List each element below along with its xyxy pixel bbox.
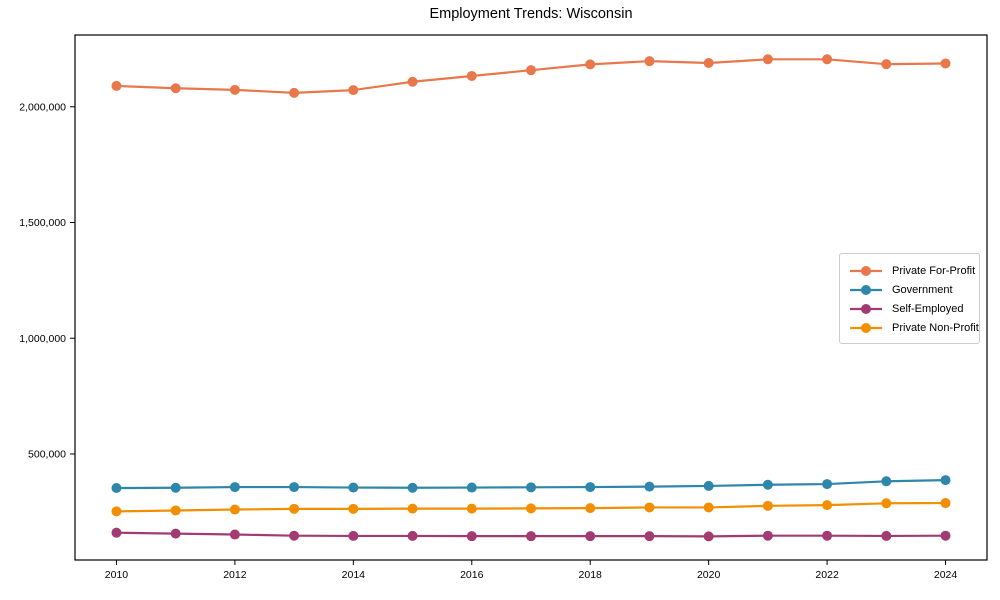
data-point-marker — [762, 479, 773, 490]
data-point-marker — [466, 503, 477, 514]
legend-marker — [861, 284, 871, 295]
data-point-marker — [407, 76, 418, 87]
data-point-marker — [644, 481, 655, 492]
data-point-marker — [289, 503, 300, 514]
legend-line-marker-icon — [850, 265, 882, 276]
axis-ticks: 500,000 1,000,000 1,500,000 2,000,000 2010 20… — [19, 101, 957, 581]
data-point-marker — [644, 531, 655, 542]
y-tick-label: 500,000 — [28, 449, 66, 461]
x-tick-label: 2014 — [342, 569, 366, 581]
data-point-marker — [229, 84, 240, 95]
chart-title: Employment Trends: Wisconsin — [429, 6, 633, 22]
legend-marker — [861, 322, 871, 333]
data-point-marker — [466, 482, 477, 493]
data-point-marker — [526, 65, 536, 76]
series-private-non-profit — [111, 498, 951, 517]
data-point-marker — [822, 500, 833, 511]
data-point-marker — [822, 530, 833, 541]
data-point-marker — [229, 529, 240, 540]
data-point-marker — [348, 530, 359, 541]
data-point-marker — [703, 531, 714, 542]
y-tick-label: 1,000,000 — [19, 333, 66, 345]
data-point-marker — [170, 505, 181, 516]
data-point-marker — [585, 503, 596, 514]
data-point-marker — [466, 70, 477, 81]
data-point-marker — [407, 530, 418, 541]
legend-label: Private For-Profit — [892, 264, 976, 277]
data-point-marker — [348, 503, 359, 514]
data-point-marker — [940, 58, 951, 69]
x-tick-label: 2016 — [460, 569, 484, 581]
x-tick-label: 2018 — [579, 569, 603, 581]
data-point-marker — [703, 480, 714, 491]
data-point-marker — [111, 80, 122, 91]
y-tick-label: 2,000,000 — [19, 101, 66, 113]
data-point-marker — [229, 504, 240, 515]
data-point-marker — [170, 482, 181, 493]
data-point-marker — [585, 531, 596, 542]
data-point-marker — [703, 58, 714, 69]
data-point-marker — [111, 527, 122, 538]
legend-line-marker-icon — [850, 322, 882, 333]
data-point-marker — [289, 530, 300, 541]
data-point-marker — [940, 475, 951, 486]
legend-label: Private Non-Profit — [892, 321, 979, 334]
series-government — [111, 475, 951, 494]
data-point-marker — [585, 482, 596, 493]
data-point-marker — [170, 528, 181, 539]
data-point-marker — [881, 498, 892, 509]
legend-line-marker-icon — [850, 303, 882, 314]
data-point-marker — [407, 482, 418, 493]
data-point-marker — [881, 476, 892, 487]
series-line — [115, 58, 947, 94]
x-tick-label: 2024 — [934, 569, 958, 581]
x-tick-label: 2012 — [223, 569, 247, 581]
x-tick-label: 2022 — [815, 569, 839, 581]
legend-line-marker-icon — [850, 284, 882, 295]
data-point-marker — [407, 503, 418, 514]
data-point-marker — [170, 83, 181, 94]
data-point-marker — [348, 85, 359, 96]
data-point-marker — [526, 503, 536, 514]
data-point-marker — [703, 502, 714, 513]
data-point-marker — [940, 498, 951, 509]
data-point-marker — [289, 482, 300, 493]
legend-item-self-employed: Self-Employed — [848, 299, 971, 318]
legend-marker — [861, 303, 871, 314]
data-point-marker — [348, 482, 359, 493]
data-point-marker — [822, 479, 833, 490]
legend-label: Government — [892, 283, 953, 296]
series-self-employed — [111, 527, 951, 542]
data-point-marker — [822, 54, 833, 65]
plot-area-frame — [74, 34, 988, 561]
data-point-marker — [526, 482, 536, 493]
legend-label: Self-Employed — [892, 302, 964, 315]
x-tick-label: 2020 — [697, 569, 721, 581]
data-point-marker — [644, 502, 655, 513]
data-point-marker — [762, 54, 773, 65]
legend: Private For-Profit Government Self-Employe… — [839, 253, 980, 344]
series-private-for-profit — [111, 54, 951, 98]
data-point-marker — [466, 531, 477, 542]
data-point-marker — [881, 530, 892, 541]
y-tick-label: 1,500,000 — [19, 217, 66, 229]
legend-item-private-non-profit: Private Non-Profit — [848, 318, 979, 337]
data-point-marker — [526, 531, 536, 542]
data-point-marker — [289, 87, 300, 98]
data-point-marker — [940, 530, 951, 541]
legend-marker — [861, 265, 871, 276]
data-point-marker — [111, 483, 122, 494]
data-point-marker — [762, 500, 773, 511]
legend-item-private-for-profit: Private For-Profit — [848, 261, 975, 280]
data-point-marker — [229, 482, 240, 493]
data-point-marker — [881, 59, 892, 70]
legend-item-government: Government — [848, 280, 971, 299]
data-point-marker — [111, 506, 122, 517]
data-point-marker — [762, 530, 773, 541]
data-point-marker — [585, 59, 596, 70]
data-point-marker — [644, 56, 655, 67]
x-tick-label: 2010 — [105, 569, 129, 581]
